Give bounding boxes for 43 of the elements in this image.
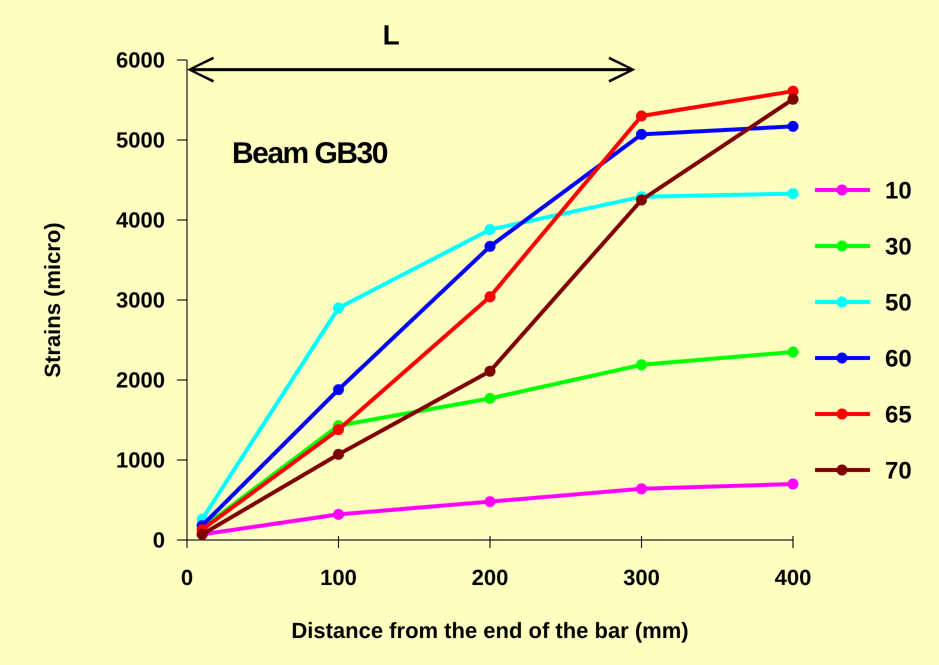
y-tick-label: 5000	[116, 128, 165, 153]
x-tick-label: 0	[180, 565, 194, 590]
x-tick-label: 300	[623, 565, 660, 590]
y-tick-label: 6000	[116, 48, 165, 73]
y-tick-label: 3000	[116, 288, 165, 313]
y-tick-label: 2000	[116, 368, 165, 393]
x-tick-label: 100	[320, 565, 357, 590]
x-tick-label: 400	[774, 565, 812, 590]
legend-label: 30	[885, 233, 912, 260]
x-tick-label: 200	[472, 565, 508, 590]
point	[333, 424, 344, 436]
point	[484, 291, 496, 302]
point	[636, 128, 647, 140]
point	[788, 478, 798, 490]
point	[484, 366, 496, 377]
point	[788, 188, 798, 200]
legend-label: 50	[885, 289, 912, 316]
point	[636, 194, 647, 206]
y-axis-title: Strains (micro)	[40, 222, 65, 378]
point	[484, 496, 496, 508]
legend-label: 70	[885, 457, 912, 484]
point	[484, 392, 496, 404]
point	[788, 120, 798, 132]
text: L	[382, 20, 400, 51]
point	[333, 508, 344, 520]
point	[636, 110, 647, 122]
x-axis-title: Distance from the end of the bar (mm)	[291, 618, 689, 643]
y-tick-label: 4000	[116, 208, 165, 233]
point	[636, 483, 647, 494]
point	[333, 384, 344, 396]
point	[788, 94, 798, 105]
point	[484, 240, 496, 252]
legend-label: 65	[885, 401, 912, 428]
point	[636, 359, 647, 370]
point	[484, 224, 496, 236]
y-tick-label: 0	[152, 528, 165, 553]
point	[333, 302, 344, 314]
legend-label: 10	[885, 177, 912, 204]
point	[788, 346, 798, 358]
legend-label: 60	[885, 345, 912, 372]
point	[333, 448, 344, 460]
y-tick-label: 1000	[116, 448, 165, 473]
annotation: Beam GB30	[232, 137, 388, 170]
